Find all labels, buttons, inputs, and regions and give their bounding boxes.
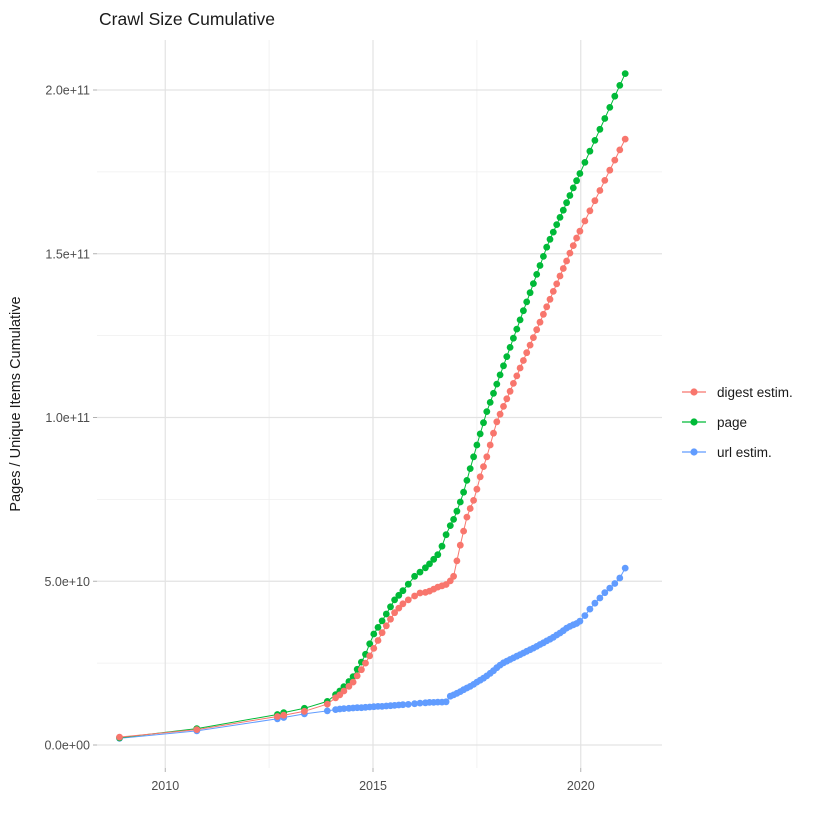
y-tick-label: 5.0e+10 [44, 575, 90, 589]
legend: digest estim. page url estim. [681, 377, 793, 467]
x-tick-label: 2020 [567, 779, 595, 793]
y-tick-label: 0.0e+00 [44, 739, 90, 753]
legend-item-page: page [681, 407, 793, 437]
y-tick-label: 2.0e+11 [45, 84, 90, 98]
series-page [116, 70, 629, 742]
legend-item-digest-estim: digest estim. [681, 377, 793, 407]
x-tick-label: 2010 [151, 779, 179, 793]
legend-label-page: page [717, 414, 748, 430]
y-tick-label: 1.0e+11 [45, 411, 90, 425]
legend-label-digest-estim: digest estim. [717, 384, 793, 400]
series-digest-estim [116, 135, 629, 741]
legend-item-url-estim: url estim. [681, 437, 793, 467]
series-url-estim [116, 564, 629, 742]
legend-key-url-estim-icon [682, 448, 706, 456]
legend-key-digest-estim-icon [682, 388, 706, 396]
x-tick-label: 2015 [359, 779, 387, 793]
legend-key-page-icon [682, 418, 706, 426]
legend-label-url-estim: url estim. [717, 444, 772, 460]
chart-title: Crawl Size Cumulative [99, 9, 276, 29]
y-tick-label: 1.5e+11 [45, 247, 90, 261]
